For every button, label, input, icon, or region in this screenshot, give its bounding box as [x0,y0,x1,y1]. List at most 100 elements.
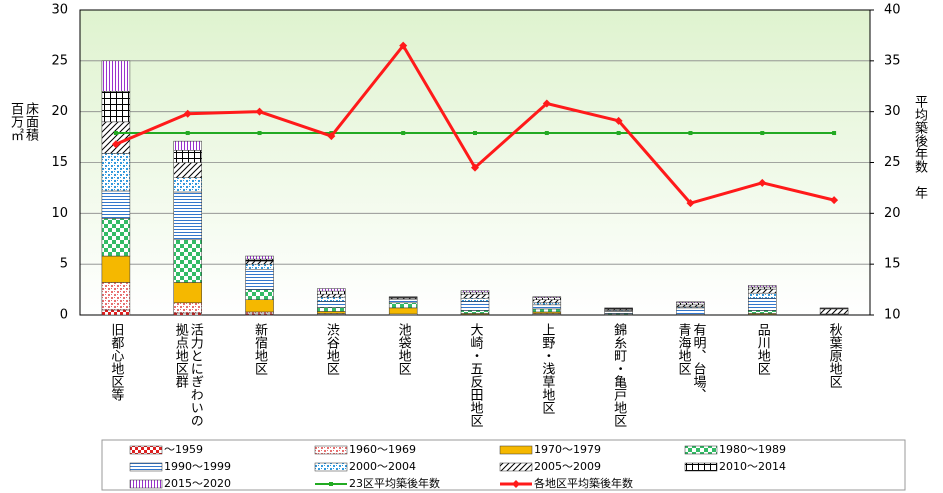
x-tick-label: 池袋地区 [395,323,411,375]
bar-segment [245,299,274,313]
legend-label: ～1959 [164,443,203,456]
y-tick-label: 30 [51,3,68,18]
bar-segment [388,302,418,309]
y2-axis-label: 平均築後年数 年 [912,95,927,199]
line-marker [686,199,695,208]
bar-segment [101,60,131,92]
y2-tick-label: 20 [884,206,901,221]
bar-segment [317,296,346,302]
bar-segment [748,285,777,288]
line-marker [399,41,408,50]
bar-segment [173,282,202,304]
y-tick-label: 15 [51,155,68,170]
legend-label: 2010～2014 [719,460,786,473]
y-axis-label: 床面積 百万㎡ [8,102,38,154]
legend-swatch [499,462,533,472]
bar-segment [101,91,131,123]
bar-segment [676,301,705,304]
bar-segment [317,301,346,308]
line-marker [614,116,623,125]
y2-tick-label: 30 [884,104,901,119]
bar-segment [748,297,777,311]
y-tick-label: 0 [60,308,68,323]
bar-segment [245,311,274,315]
line-marker [832,131,837,136]
bar-segment [173,150,202,163]
bar-segment [101,255,131,283]
bar-segment [460,301,490,311]
bar-segment [245,269,274,290]
bar-segment [676,304,705,308]
legend-label: 2000～2004 [349,460,416,473]
bar-segment [532,297,562,301]
bar-segment [676,302,705,306]
bar-segment [532,299,562,304]
legend-label: 2015～2020 [164,477,231,490]
bar-segment [748,288,777,294]
legend-swatch [499,445,533,455]
bar-segment [317,290,346,295]
legend-swatch [684,445,718,455]
bar-segment [173,140,202,151]
legend-swatch [129,479,163,489]
legend-label: 23区平均築後年数 [349,476,440,490]
bar-segment [101,218,131,257]
y-tick-label: 20 [51,104,68,119]
line-marker [760,131,765,136]
legend-swatch [684,462,718,472]
legend-swatch [129,462,163,472]
bar-segment [173,162,202,178]
bar-segment [748,310,777,314]
bar-segment [245,255,274,260]
bar-segment [245,258,274,262]
bar-segment [532,304,562,310]
bar-segment [245,289,274,301]
bar-segment [388,296,418,298]
line-marker [401,131,406,136]
bar-segment [532,296,562,298]
bar-segment [317,307,346,312]
line-marker [183,109,192,118]
bar-segment [173,312,202,316]
legend-swatch [314,462,348,472]
x-tick-label: 大崎・五反田地区 [467,323,483,427]
y2-tick-label: 40 [884,3,901,18]
bar-segment [748,286,777,290]
line-marker [688,131,693,136]
legend-marker [512,480,520,488]
x-tick-label: 秋葉原地区 [826,323,842,388]
bar-segment [460,310,490,314]
line-marker [830,196,839,205]
bar-segment [819,307,849,309]
legend-label: 各地区平均築後年数 [534,476,633,490]
y2-tick-label: 15 [884,257,901,272]
line-marker [185,131,190,136]
legend-label: 1990～1999 [164,460,231,473]
bar-segment [676,307,705,315]
legend-label: 2005～2009 [534,460,601,473]
line-marker [111,140,120,149]
bar-segment [101,121,131,154]
x-tick-label: 旧都心地区等 [108,323,124,401]
line-marker [255,107,264,116]
bar-segment [532,308,562,313]
line-marker [327,132,336,141]
x-tick-label: 有明、台場、 青海地区 [675,323,706,401]
bar-segment [101,190,131,219]
x-tick-label: 活力とにぎわいの 拠点地区群 [172,323,203,427]
bar-segment [532,302,562,306]
x-tick-label: 渋谷地区 [323,323,339,375]
x-tick-label: 上野・浅草地区 [539,323,555,414]
bar-segment [173,191,202,241]
bar-segment [388,299,418,304]
line-marker [542,99,551,108]
bar-segment [245,263,274,270]
y2-tick-label: 35 [884,53,901,68]
line-marker [616,131,621,136]
bar-segment [819,308,849,315]
y2-tick-label: 25 [884,155,901,170]
line-marker [471,163,479,172]
y2-tick-label: 10 [884,308,901,323]
